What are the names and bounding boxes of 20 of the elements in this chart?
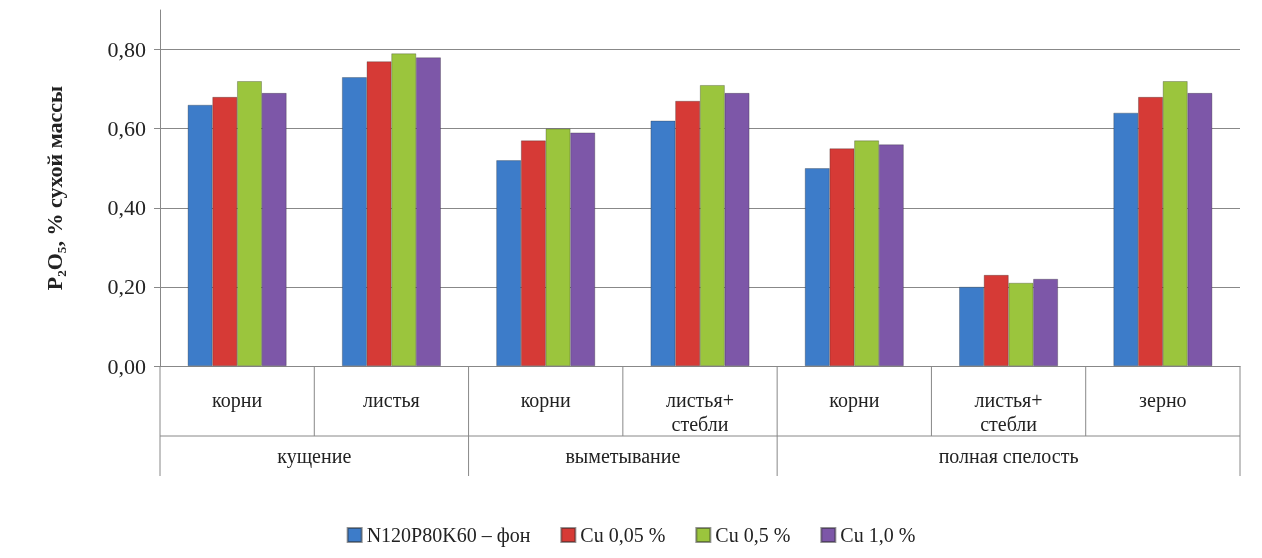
y-tick-label: 0,40 (107, 195, 146, 221)
legend-label: Cu 1,0 % (840, 524, 916, 546)
legend-label: N120P80K60 – фон (366, 524, 531, 547)
y-tick-label: 0,00 (107, 353, 146, 379)
text: полная спелость (938, 445, 1079, 467)
text: выметывание (565, 445, 681, 467)
x-tick-label: зерно (1139, 389, 1187, 412)
y-tick-label: 0,20 (107, 274, 146, 300)
x-tick-label: листья+ стебли (974, 389, 1043, 435)
y-tick-label: 0,60 (107, 116, 146, 142)
legend-label: Cu 0,05 % (580, 524, 666, 546)
text: кущение (277, 445, 352, 468)
x-tick-label: корни (212, 389, 263, 412)
x-tick-label: листья (363, 389, 420, 411)
x-tick-label: корни (829, 389, 880, 412)
legend-label: Cu 0,5 % (715, 524, 791, 546)
x-tick-label: листья+ стебли (666, 389, 734, 435)
x-tick-label: корни (520, 389, 572, 412)
y-axis-title: P₂O₅, % сухой массы (41, 85, 67, 291)
y-tick-label: 0,80 (107, 37, 146, 63)
